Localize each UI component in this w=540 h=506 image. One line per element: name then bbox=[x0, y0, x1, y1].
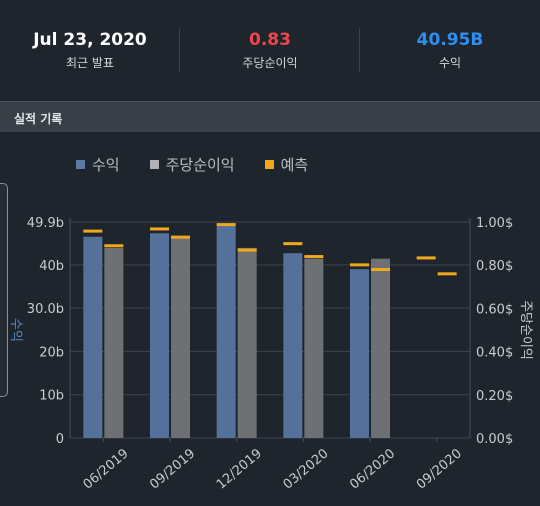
revenue-forecast-marker bbox=[216, 223, 236, 227]
left-tick-label: 10b bbox=[39, 389, 64, 404]
left-tick-label: 20b bbox=[39, 345, 64, 360]
stat-divider bbox=[179, 28, 180, 72]
legend-swatch-forecast bbox=[264, 160, 274, 169]
right-tick-label: 0.60$ bbox=[476, 302, 513, 317]
x-tick-label: 12/2019 bbox=[214, 446, 265, 492]
last-report-stat: Jul 23, 2020 최근 발표 bbox=[0, 0, 180, 100]
revenue-forecast-marker bbox=[283, 242, 303, 246]
legend-swatch-revenue bbox=[76, 160, 85, 169]
eps-value: 0.83 bbox=[249, 30, 291, 50]
eps-bar bbox=[171, 237, 190, 438]
revenue-bar bbox=[150, 233, 169, 438]
revenue-bar bbox=[283, 253, 303, 438]
last-report-label: 최근 발표 bbox=[66, 56, 114, 70]
x-tick-label: 03/2020 bbox=[281, 446, 332, 492]
left-tick-label: 40b bbox=[39, 259, 64, 274]
eps-forecast-marker bbox=[437, 272, 457, 276]
earnings-chart: 0 10b 20b 30.0b 40b 49.9b 0.00$ 0.20$ 0.40$ 0.60$… bbox=[8, 216, 533, 493]
left-tick-label: 0 bbox=[56, 432, 64, 447]
left-axis-title: 수익 bbox=[8, 318, 23, 342]
revenue-forecast-marker bbox=[416, 256, 436, 260]
revenue-label: 수익 bbox=[438, 56, 462, 70]
eps-label: 주당순이익 bbox=[242, 56, 298, 70]
eps-bar bbox=[237, 247, 257, 438]
left-tick-label: 30.0b bbox=[27, 302, 64, 317]
revenue-bar bbox=[83, 236, 103, 438]
legend-item-forecast[interactable]: 예측 bbox=[264, 154, 309, 175]
section-title: 실적 기록 bbox=[14, 112, 63, 126]
last-report-date: Jul 23, 2020 bbox=[33, 30, 147, 50]
legend-item-eps[interactable]: 주당순이익 bbox=[149, 154, 235, 175]
right-tick-label: 0.00$ bbox=[476, 432, 513, 447]
legend-label-revenue: 수익 bbox=[92, 156, 120, 174]
right-tick-label: 0.40$ bbox=[476, 346, 513, 361]
x-tick-label: 06/2019 bbox=[81, 446, 132, 492]
eps-stat: 0.83 주당순이익 bbox=[180, 0, 360, 100]
legend-label-forecast: 예측 bbox=[280, 156, 309, 174]
x-tick-label: 09/2020 bbox=[414, 446, 465, 492]
revenue-bar bbox=[216, 225, 236, 438]
left-tick-label: 49.9b bbox=[27, 216, 64, 231]
revenue-value: 40.95B bbox=[416, 30, 484, 50]
revenue-forecast-marker bbox=[83, 229, 103, 233]
x-tick-label: 06/2020 bbox=[347, 446, 398, 492]
eps-forecast-marker bbox=[304, 255, 324, 259]
right-tick-label: 0.20$ bbox=[476, 389, 513, 404]
earnings-summary: Jul 23, 2020 최근 발표 0.83 주당순이익 40.95B 수익 bbox=[0, 0, 540, 100]
eps-forecast-marker bbox=[171, 235, 190, 239]
eps-forecast-marker bbox=[104, 244, 124, 248]
right-tick-label: 0.80$ bbox=[476, 259, 513, 274]
revenue-bar bbox=[350, 269, 369, 438]
revenue-forecast-marker bbox=[150, 227, 169, 231]
eps-forecast-marker bbox=[371, 268, 390, 272]
eps-forecast-marker bbox=[237, 248, 257, 252]
legend-swatch-eps bbox=[149, 160, 159, 169]
side-drawer-handle[interactable] bbox=[0, 183, 8, 397]
eps-bar bbox=[304, 258, 324, 438]
legend-label-eps: 주당순이익 bbox=[165, 156, 235, 174]
legend-item-revenue[interactable]: 수익 bbox=[76, 154, 120, 175]
right-axis-title: 주당순이익 bbox=[518, 300, 533, 360]
section-header: 실적 기록 bbox=[0, 101, 540, 132]
x-tick-label: 09/2019 bbox=[147, 446, 198, 492]
revenue-forecast-marker bbox=[350, 263, 369, 267]
eps-bar bbox=[104, 247, 124, 438]
chart-legend: 수익 주당순이익 예측 bbox=[76, 154, 308, 175]
eps-bar bbox=[371, 258, 390, 438]
right-tick-label: 1.00$ bbox=[476, 216, 513, 231]
revenue-stat: 40.95B 수익 bbox=[360, 0, 540, 100]
stat-divider bbox=[359, 28, 360, 72]
